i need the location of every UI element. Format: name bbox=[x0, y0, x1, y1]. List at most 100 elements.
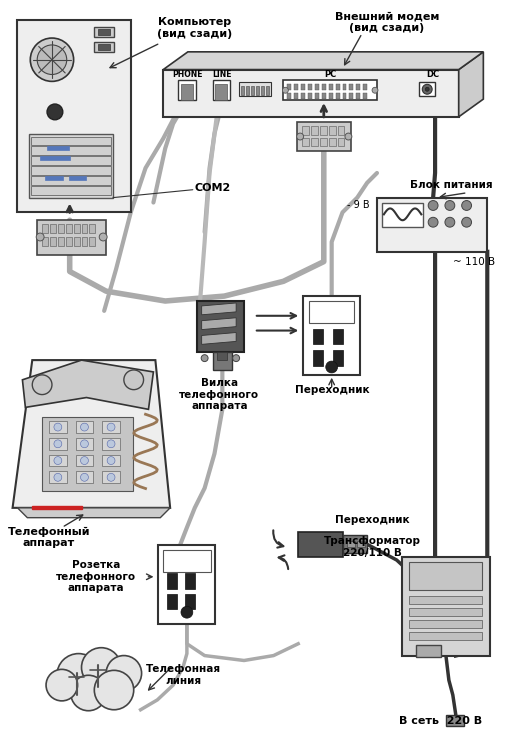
Bar bbox=[75, 438, 93, 450]
Text: DC: DC bbox=[426, 70, 439, 79]
Bar bbox=[163, 550, 210, 572]
Bar bbox=[342, 93, 346, 99]
Bar bbox=[328, 137, 335, 146]
Text: Блок питания: Блок питания bbox=[409, 180, 491, 190]
Bar bbox=[245, 87, 248, 95]
Text: Компьютер
(вид сзади): Компьютер (вид сзади) bbox=[157, 18, 232, 39]
Bar bbox=[181, 84, 192, 100]
Bar bbox=[319, 126, 326, 134]
Circle shape bbox=[54, 423, 62, 431]
Bar bbox=[37, 220, 106, 255]
Bar bbox=[98, 29, 110, 35]
Bar bbox=[416, 644, 440, 656]
Text: LINE: LINE bbox=[212, 70, 232, 79]
Circle shape bbox=[81, 647, 121, 687]
Bar bbox=[239, 82, 270, 96]
Bar bbox=[74, 237, 79, 246]
Bar bbox=[31, 137, 111, 145]
Bar bbox=[314, 93, 318, 99]
Circle shape bbox=[46, 669, 77, 701]
Bar bbox=[94, 27, 114, 37]
Bar bbox=[42, 237, 48, 246]
Bar bbox=[98, 44, 110, 50]
Circle shape bbox=[54, 440, 62, 448]
Circle shape bbox=[201, 355, 208, 362]
Circle shape bbox=[444, 217, 454, 227]
Circle shape bbox=[80, 473, 88, 482]
Circle shape bbox=[232, 355, 239, 362]
Circle shape bbox=[296, 133, 303, 140]
Bar bbox=[32, 506, 81, 509]
Bar bbox=[102, 438, 120, 450]
Bar bbox=[31, 176, 111, 185]
Bar bbox=[31, 156, 111, 165]
Bar bbox=[409, 562, 481, 589]
Bar bbox=[313, 329, 322, 344]
Bar bbox=[69, 176, 86, 180]
Circle shape bbox=[37, 45, 67, 74]
Circle shape bbox=[106, 655, 141, 691]
Bar bbox=[42, 417, 132, 491]
Bar bbox=[75, 421, 93, 433]
Circle shape bbox=[57, 653, 100, 697]
Bar bbox=[58, 224, 64, 233]
Bar bbox=[445, 715, 463, 727]
Bar bbox=[309, 301, 354, 323]
Bar bbox=[18, 21, 130, 212]
Bar bbox=[89, 237, 95, 246]
Bar bbox=[217, 352, 227, 360]
Bar bbox=[58, 237, 64, 246]
Text: - 9 В: - 9 В bbox=[347, 200, 369, 211]
Bar bbox=[328, 126, 335, 134]
Bar bbox=[49, 438, 67, 450]
Bar bbox=[376, 197, 486, 252]
Text: PHONE: PHONE bbox=[172, 70, 203, 79]
Bar bbox=[321, 93, 325, 99]
Bar bbox=[332, 350, 342, 366]
Text: Телефонная
линия: Телефонная линия bbox=[145, 664, 220, 686]
Text: В сеть  220 В: В сеть 220 В bbox=[398, 716, 482, 726]
Bar bbox=[356, 84, 360, 90]
Bar bbox=[75, 454, 93, 467]
Bar bbox=[74, 224, 79, 233]
Bar bbox=[328, 93, 332, 99]
Bar bbox=[283, 81, 376, 100]
Bar bbox=[75, 471, 93, 483]
Bar bbox=[356, 93, 360, 99]
Bar bbox=[163, 70, 458, 117]
Bar bbox=[381, 203, 423, 227]
Circle shape bbox=[282, 87, 288, 93]
Bar bbox=[49, 454, 67, 467]
Text: Переходник: Переходник bbox=[295, 385, 369, 395]
Polygon shape bbox=[13, 360, 170, 508]
Bar bbox=[349, 84, 352, 90]
Bar bbox=[102, 421, 120, 433]
Bar bbox=[357, 542, 365, 548]
Polygon shape bbox=[458, 52, 482, 117]
Circle shape bbox=[32, 375, 52, 395]
Bar bbox=[314, 84, 318, 90]
Bar bbox=[319, 137, 326, 146]
Circle shape bbox=[107, 423, 115, 431]
Bar bbox=[50, 224, 56, 233]
Bar bbox=[45, 176, 63, 180]
Bar bbox=[260, 87, 263, 95]
Circle shape bbox=[54, 457, 62, 465]
Bar bbox=[212, 352, 232, 370]
Bar bbox=[81, 224, 87, 233]
Bar bbox=[256, 87, 258, 95]
Bar bbox=[363, 93, 367, 99]
Bar bbox=[49, 471, 67, 483]
Bar bbox=[31, 186, 111, 195]
Text: Трансформатор
220/110 В: Трансформатор 220/110 В bbox=[323, 537, 420, 558]
Bar bbox=[347, 542, 355, 548]
Bar bbox=[167, 594, 177, 609]
Circle shape bbox=[461, 217, 471, 227]
Circle shape bbox=[427, 200, 437, 211]
Circle shape bbox=[422, 84, 431, 94]
Bar bbox=[42, 224, 48, 233]
Bar bbox=[102, 454, 120, 467]
Bar bbox=[31, 166, 111, 175]
Bar bbox=[337, 126, 344, 134]
Bar bbox=[363, 84, 367, 90]
